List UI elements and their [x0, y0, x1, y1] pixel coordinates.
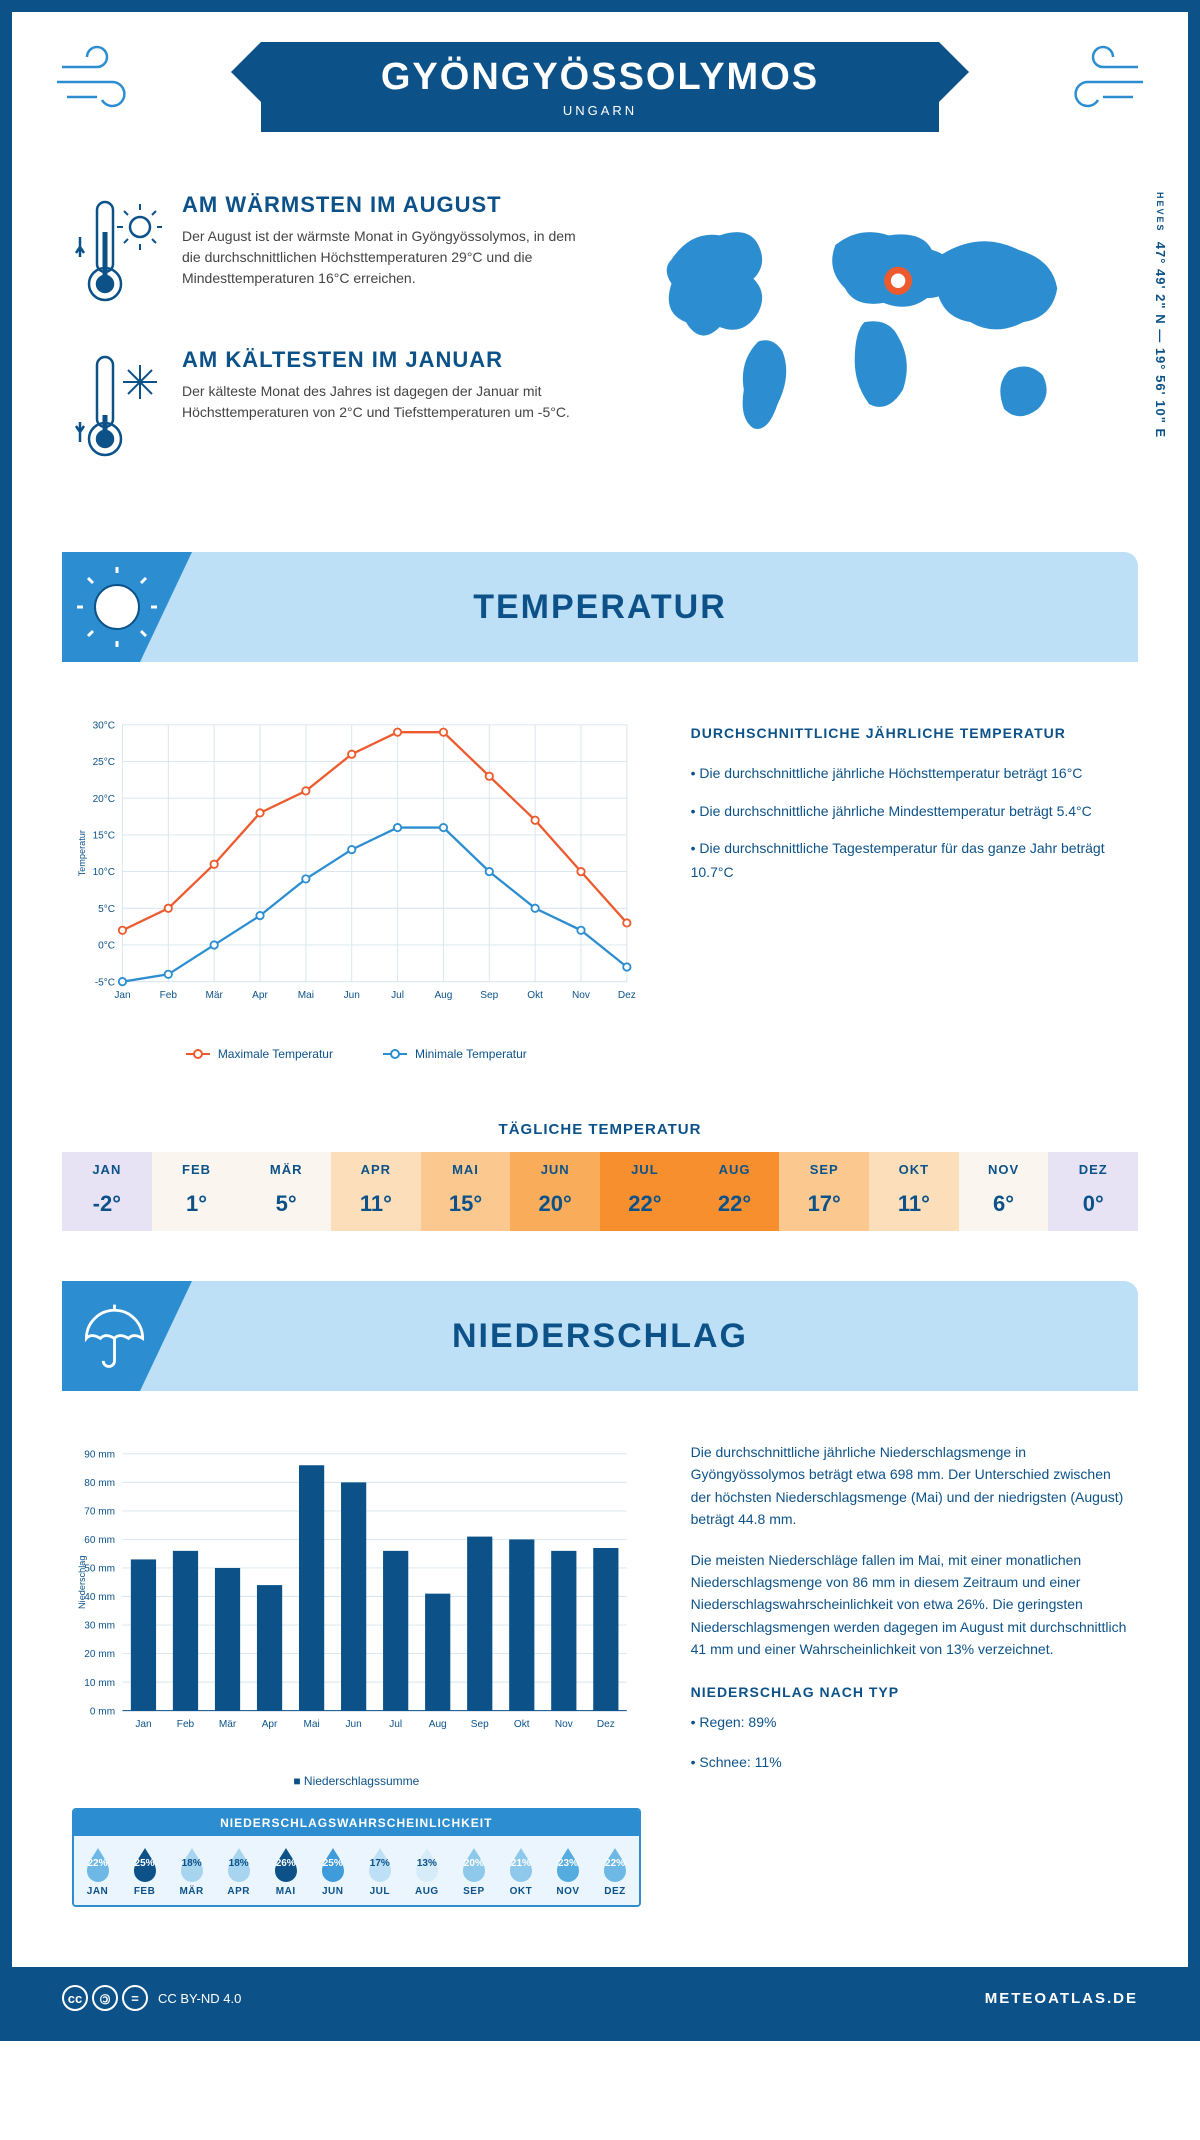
svg-text:Nov: Nov	[572, 990, 590, 1001]
wind-icon	[52, 42, 152, 117]
svg-text:Jan: Jan	[114, 990, 130, 1001]
title-banner: GYÖNGYÖSSOLYMOS UNGARN	[261, 42, 939, 132]
cc-license-icons: cc🄯=	[62, 1985, 148, 2011]
svg-text:Feb: Feb	[177, 1719, 195, 1730]
svg-text:70 mm: 70 mm	[84, 1507, 115, 1518]
page-header: GYÖNGYÖSSOLYMOS UNGARN	[12, 12, 1188, 152]
svg-text:-5°C: -5°C	[95, 977, 115, 988]
svg-text:60 mm: 60 mm	[84, 1535, 115, 1546]
svg-text:Jul: Jul	[389, 1719, 402, 1730]
svg-text:25°C: 25°C	[93, 757, 116, 768]
page-footer: cc🄯= CC BY-ND 4.0 METEOATLAS.DE	[12, 1967, 1188, 2029]
brand-name: METEOATLAS.DE	[985, 1990, 1138, 2007]
svg-text:80 mm: 80 mm	[84, 1478, 115, 1489]
section-title: TEMPERATUR	[473, 588, 727, 627]
precipitation-text: Die durchschnittliche jährliche Niedersc…	[691, 1441, 1128, 1531]
svg-text:5°C: 5°C	[98, 904, 115, 915]
location-marker-icon	[888, 270, 909, 291]
svg-text:90 mm: 90 mm	[84, 1450, 115, 1461]
coordinates: HEVES 47° 49' 2" N — 19° 56' 10" E	[1153, 192, 1168, 438]
svg-text:Aug: Aug	[434, 990, 452, 1001]
svg-text:Sep: Sep	[480, 990, 498, 1001]
svg-text:Apr: Apr	[252, 990, 268, 1001]
precipitation-type-title: NIEDERSCHLAG NACH TYP	[691, 1681, 1128, 1703]
license-text: CC BY-ND 4.0	[158, 1991, 241, 2006]
svg-text:Dez: Dez	[618, 990, 636, 1001]
country-name: UNGARN	[381, 103, 819, 118]
temperature-line-chart: -5°C 0°C 5°C 10°C 15°C 20°C 25°C 30°C Jan Feb Mär A…	[72, 702, 641, 1032]
svg-text:30 mm: 30 mm	[84, 1621, 115, 1632]
svg-text:Sep: Sep	[471, 1719, 489, 1730]
svg-text:10°C: 10°C	[93, 867, 116, 878]
svg-text:30°C: 30°C	[93, 721, 116, 732]
thermometer-hot-icon	[72, 192, 162, 317]
svg-text:Mai: Mai	[303, 1719, 319, 1730]
svg-text:Okt: Okt	[514, 1719, 530, 1730]
svg-text:Temperatur: Temperatur	[77, 830, 87, 876]
precipitation-text: Die meisten Niederschläge fallen im Mai,…	[691, 1549, 1128, 1661]
svg-text:Mai: Mai	[298, 990, 314, 1001]
precipitation-type-points: • Regen: 89%• Schnee: 11%	[691, 1711, 1128, 1774]
svg-text:Jan: Jan	[135, 1719, 151, 1730]
svg-text:Aug: Aug	[429, 1719, 447, 1730]
section-header-temperature: TEMPERATUR	[62, 552, 1138, 662]
wind-icon	[1048, 42, 1148, 117]
temperature-summary-title: DURCHSCHNITTLICHE JÄHRLICHE TEMPERATUR	[691, 722, 1128, 746]
section-header-precipitation: NIEDERSCHLAG	[62, 1281, 1138, 1391]
svg-text:Mär: Mär	[205, 990, 223, 1001]
svg-text:20 mm: 20 mm	[84, 1649, 115, 1660]
svg-text:Apr: Apr	[262, 1719, 278, 1730]
warmest-text: Der August ist der wärmste Monat in Gyön…	[182, 226, 580, 289]
svg-text:40 mm: 40 mm	[84, 1592, 115, 1603]
svg-text:10 mm: 10 mm	[84, 1678, 115, 1689]
precipitation-legend: Niederschlagssumme	[72, 1774, 641, 1788]
svg-text:Okt: Okt	[527, 990, 543, 1001]
city-name: GYÖNGYÖSSOLYMOS	[381, 56, 819, 99]
umbrella-icon	[62, 1281, 192, 1391]
svg-text:Feb: Feb	[160, 990, 178, 1001]
svg-text:0 mm: 0 mm	[90, 1706, 115, 1717]
precipitation-probability-box: NIEDERSCHLAGSWAHRSCHEINLICHKEIT 22%JAN25…	[72, 1808, 641, 1907]
section-title: NIEDERSCHLAG	[452, 1317, 748, 1356]
svg-text:Nov: Nov	[555, 1719, 573, 1730]
temperature-summary-points: • Die durchschnittliche jährliche Höchst…	[691, 762, 1128, 885]
world-map	[620, 192, 1128, 462]
precipitation-bar-chart: 0 mm 10 mm 20 mm 30 mm 40 mm 50 mm 60 mm 70 mm 8…	[72, 1431, 641, 1761]
svg-text:Jun: Jun	[346, 1719, 362, 1730]
svg-text:Mär: Mär	[219, 1719, 237, 1730]
svg-text:Jun: Jun	[344, 990, 360, 1001]
svg-text:Dez: Dez	[597, 1719, 615, 1730]
probability-title: NIEDERSCHLAGSWAHRSCHEINLICHKEIT	[74, 1810, 639, 1836]
svg-text:20°C: 20°C	[93, 794, 116, 805]
temperature-legend: Maximale Temperatur Minimale Temperatur	[72, 1047, 641, 1061]
warmest-title: AM WÄRMSTEN IM AUGUST	[182, 192, 580, 218]
coldest-text: Der kälteste Monat des Jahres ist dagege…	[182, 381, 580, 423]
svg-text:50 mm: 50 mm	[84, 1564, 115, 1575]
svg-text:0°C: 0°C	[98, 941, 115, 952]
svg-text:Jul: Jul	[391, 990, 404, 1001]
coldest-title: AM KÄLTESTEN IM JANUAR	[182, 347, 580, 373]
thermometer-cold-icon	[72, 347, 162, 472]
daily-temperature-row: JAN-2°FEB1°MÄR5°APR11°MAI15°JUN20°JUL22°…	[62, 1152, 1138, 1231]
sun-icon	[62, 552, 192, 662]
svg-text:Niederschlag: Niederschlag	[77, 1556, 87, 1609]
daily-temperature-title: TÄGLICHE TEMPERATUR	[12, 1121, 1188, 1138]
svg-text:15°C: 15°C	[93, 831, 116, 842]
